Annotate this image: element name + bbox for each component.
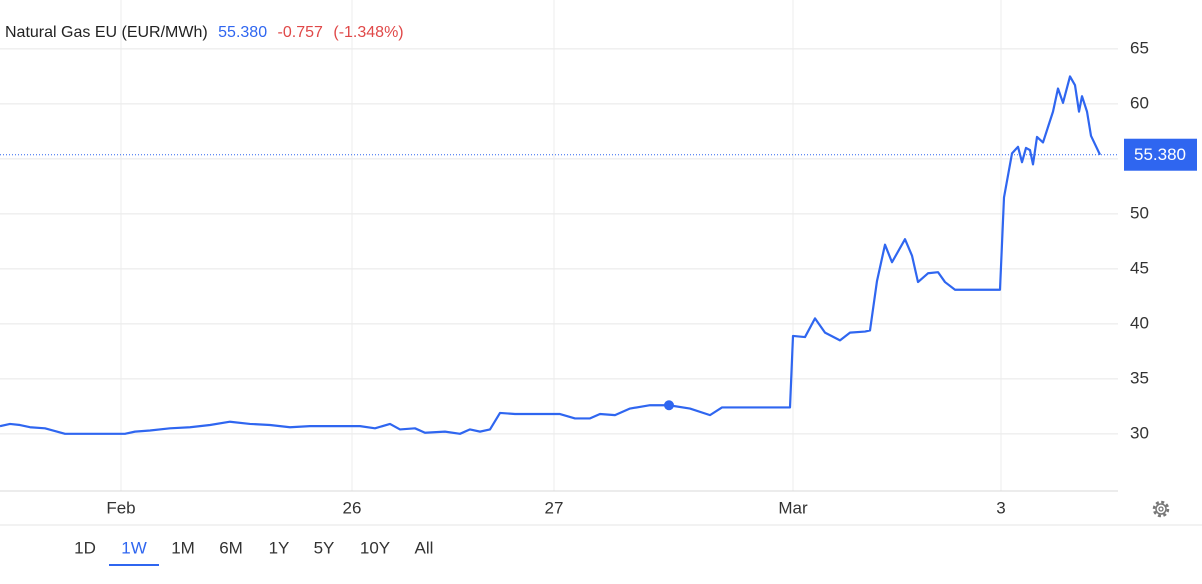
x-tick-label: 26	[343, 498, 362, 517]
y-tick-label: 50	[1130, 203, 1149, 222]
range-tab[interactable]: 1M	[171, 538, 195, 557]
y-tick-label: 30	[1130, 423, 1149, 442]
range-tabs: 1D 1W 1M 6M 1Y 5Y 10Y All	[74, 538, 433, 566]
header: Natural Gas EU (EUR/MWh) 55.380 -0.757 (…	[5, 24, 404, 41]
change-pct: (-1.348%)	[333, 24, 403, 41]
price: 55.380	[218, 24, 267, 41]
gear-center	[1158, 506, 1164, 512]
selected-underline	[109, 564, 159, 566]
range-tab[interactable]: 6M	[219, 538, 243, 557]
plot	[0, 75, 1118, 435]
price-line	[0, 75, 1101, 435]
title: Natural Gas EU (EUR/MWh)	[5, 24, 208, 41]
gear-body	[1155, 503, 1167, 515]
range-tab[interactable]: 10Y	[360, 538, 390, 557]
range-tab[interactable]: 5Y	[314, 538, 335, 557]
range-tab[interactable]: 1W	[121, 538, 147, 557]
x-tick-label: 27	[545, 498, 564, 517]
x-tick-label: Mar	[778, 498, 808, 517]
x-tick-label: 3	[996, 498, 1005, 517]
settings-icon[interactable]	[1152, 500, 1170, 518]
last-price-tag	[1124, 138, 1197, 171]
y-tick-label: 35	[1130, 368, 1149, 387]
y-tick-label: 65	[1130, 38, 1149, 57]
y-tick-label: 40	[1130, 313, 1149, 332]
x-tick-label: Feb	[106, 498, 135, 517]
range-tab[interactable]: All	[415, 538, 434, 557]
range-tab[interactable]: 1D	[74, 538, 96, 557]
range-tab[interactable]: 1Y	[269, 538, 290, 557]
gear-teeth	[1152, 500, 1170, 518]
hover-marker	[664, 400, 674, 411]
y-tick-label: 60	[1130, 93, 1149, 112]
change: -0.757	[278, 24, 323, 41]
last-price-label: 55.380	[1134, 145, 1186, 164]
y-tick-label: 45	[1130, 258, 1149, 277]
